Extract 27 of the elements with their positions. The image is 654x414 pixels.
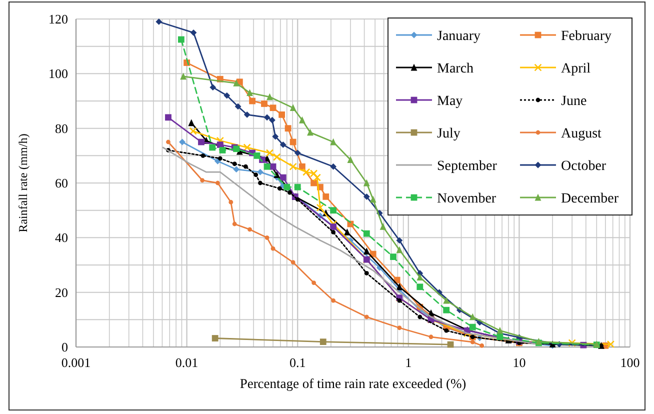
legend-label: February: [561, 29, 612, 44]
legend-label: January: [437, 29, 481, 44]
x-tick-label: 100: [620, 355, 640, 370]
x-tick-label: 0.001: [61, 355, 91, 370]
legend-label: December: [561, 192, 619, 206]
legend-label: September: [437, 159, 498, 174]
x-tick-label: 1: [405, 355, 412, 370]
legend-label: April: [561, 62, 591, 76]
y-tick-label: 100: [48, 66, 68, 82]
legend-label: November: [437, 192, 496, 206]
y-tick-label: 120: [48, 12, 68, 26]
y-tick-label: 60: [55, 176, 68, 190]
legend-label: October: [561, 159, 606, 174]
legend-label: June: [561, 94, 587, 109]
y-tick-label: 0: [62, 340, 68, 354]
legend-label: July: [437, 126, 460, 142]
x-tick-label: 0.1: [289, 355, 306, 370]
y-axis-title: Rainfall rate (mm/h): [16, 134, 30, 232]
x-tick-label: 0.01: [175, 355, 198, 370]
y-tick-label: 20: [55, 284, 68, 300]
legend-label: March: [437, 62, 474, 76]
legend-label: May: [437, 94, 463, 109]
x-axis-title: Percentage of time rain rate exceeded (%): [240, 376, 466, 391]
x-tick-label: 10: [512, 355, 526, 370]
y-tick-label: 40: [55, 230, 68, 246]
y-tick-label: 80: [55, 120, 68, 136]
legend-label: August: [561, 126, 602, 142]
